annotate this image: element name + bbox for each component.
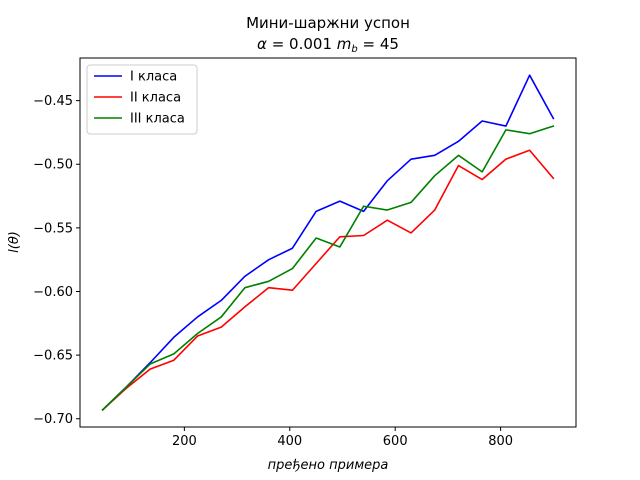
legend: I класа II класа III класа xyxy=(86,64,198,135)
legend-box xyxy=(86,64,198,135)
axes-frame xyxy=(79,57,577,428)
y-tick-label: −0.65 xyxy=(33,349,73,364)
legend-label-2: II класа xyxy=(130,91,181,106)
chart-title: Мини-шаржни успон xyxy=(246,14,410,32)
series-line-2 xyxy=(101,149,555,411)
y-axis-label: l(θ) xyxy=(7,231,22,253)
y-tick-label: −0.60 xyxy=(33,285,73,300)
y-tick-label: −0.45 xyxy=(33,94,73,109)
m-subscript: b xyxy=(351,44,357,55)
x-axis-label: пређено примера xyxy=(268,458,389,473)
y-tick-label: −0.55 xyxy=(33,221,73,236)
chart-subtitle: α = 0.001 mb = 45 xyxy=(257,35,399,55)
series-line-3 xyxy=(101,125,555,411)
alpha-value: = 0.001 xyxy=(267,35,337,53)
alpha-symbol: α xyxy=(257,35,267,53)
m-symbol: m xyxy=(337,35,352,53)
plot-area: 200 400 600 800 −0.70 −0.65 −0.60 −0.55 −0.50 −0.… xyxy=(33,57,577,449)
x-tick-label: 600 xyxy=(383,434,408,449)
x-tick-label: 400 xyxy=(277,434,302,449)
y-tick-label: −0.50 xyxy=(33,158,73,173)
series-line-1 xyxy=(101,74,555,411)
m-value: = 45 xyxy=(358,35,399,53)
y-tick-label: −0.70 xyxy=(33,412,73,427)
legend-label-3: III класа xyxy=(130,112,185,127)
x-tick-label: 800 xyxy=(488,434,513,449)
x-tick-label: 200 xyxy=(172,434,197,449)
legend-label-1: I класа xyxy=(130,70,177,85)
